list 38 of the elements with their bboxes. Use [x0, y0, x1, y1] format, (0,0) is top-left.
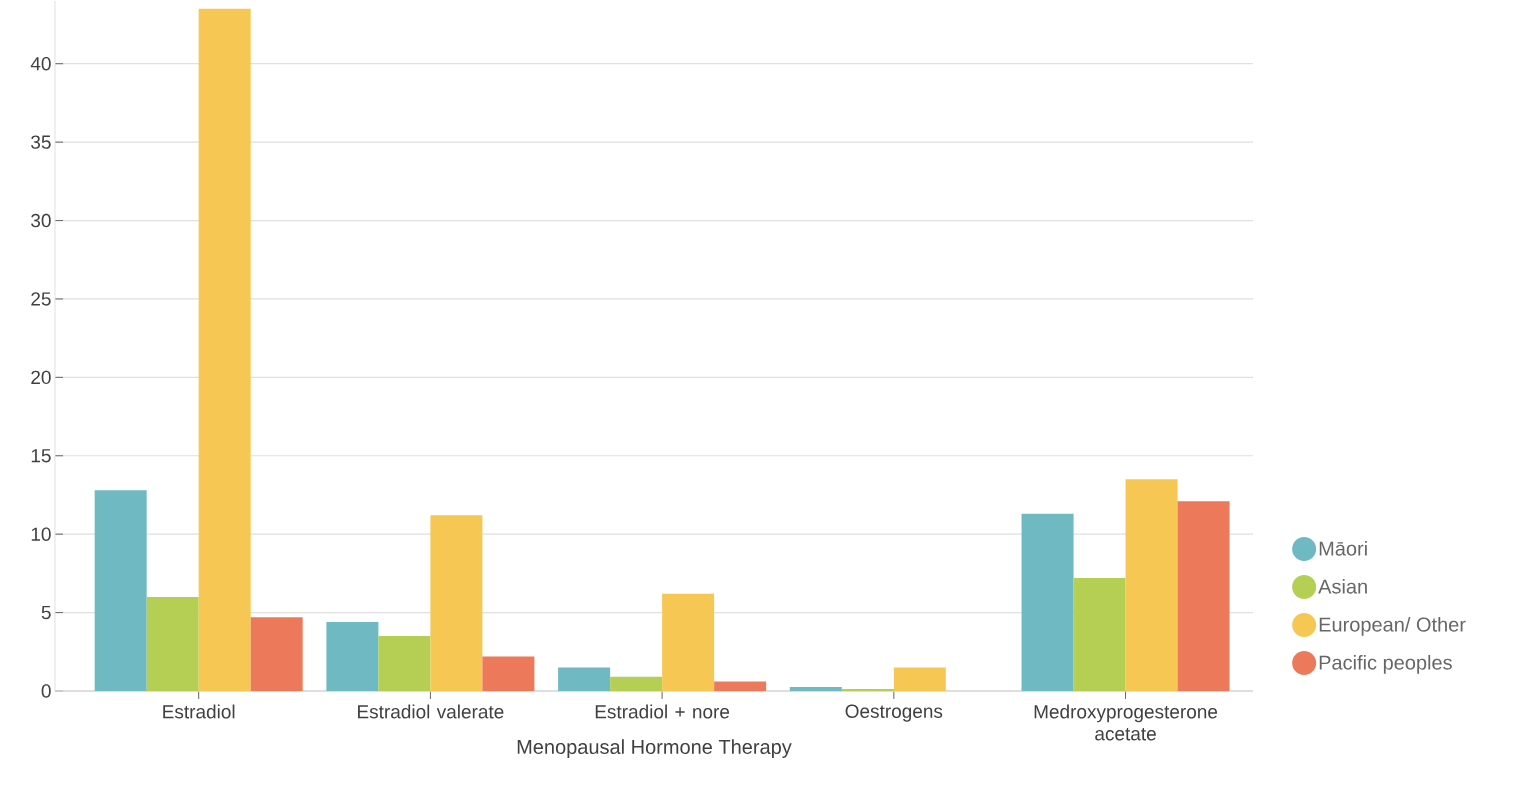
bar	[146, 596, 199, 691]
y-tick-label: 20	[31, 370, 51, 385]
x-tick-label: Estradiol + nore	[595, 704, 730, 719]
y-tick-label: 25	[31, 292, 51, 306]
y-tick-label: 30	[31, 213, 51, 228]
y-tick-label: 10	[31, 527, 51, 541]
bar	[1073, 578, 1126, 691]
bar	[326, 621, 379, 691]
y-tick-label: 0	[41, 684, 51, 698]
legend-label: Māori	[1319, 540, 1367, 556]
bar	[1177, 501, 1230, 691]
x-tick-label: Estradiol	[163, 704, 235, 719]
bar	[1021, 513, 1074, 691]
y-tick-label: 35	[31, 135, 51, 149]
bar	[1125, 479, 1178, 691]
x-tick-label: Medroxyprogesterone acetate	[1034, 704, 1218, 741]
bar	[250, 617, 303, 691]
bar	[198, 8, 251, 691]
y-tick-label: 5	[41, 605, 51, 620]
bar	[482, 656, 535, 691]
x-tick-label: Oestrogens	[845, 704, 943, 722]
bar	[789, 686, 842, 691]
bar	[94, 490, 147, 691]
legend-label: European/ Other	[1319, 616, 1466, 636]
x-axis-title: Menopausal Hormone Therapy	[517, 739, 792, 758]
y-tick-label: 15	[31, 449, 51, 463]
y-tick-label: 40	[30, 56, 51, 71]
legend-label: Pacific peoples	[1319, 654, 1452, 674]
bar	[893, 667, 946, 691]
x-tick-label: Estradiol valerate	[358, 704, 504, 719]
bar	[558, 667, 611, 691]
bar	[662, 593, 715, 691]
bar	[841, 688, 894, 691]
bar	[714, 681, 767, 691]
bar	[430, 515, 483, 691]
bar	[610, 676, 663, 691]
bar	[378, 636, 431, 691]
legend-label: Asian	[1318, 578, 1367, 594]
